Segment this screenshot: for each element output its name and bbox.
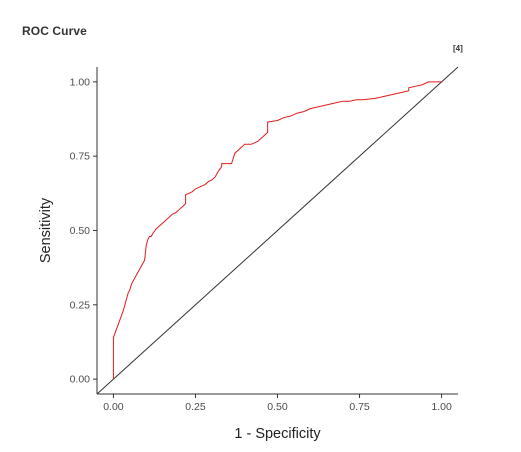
x-axis-title: 1 - Specificity bbox=[234, 426, 321, 442]
plot-marks bbox=[96, 66, 459, 395]
x-tick-label: 0.75 bbox=[349, 401, 370, 413]
y-tick-label: 0.00 bbox=[70, 374, 91, 386]
x-tick-label: 0.25 bbox=[185, 401, 206, 413]
roc-curve-line bbox=[112, 81, 442, 380]
y-tick-label: 0.25 bbox=[70, 299, 91, 311]
reference-marker: [4] bbox=[453, 44, 463, 53]
x-tick-label: 1.00 bbox=[431, 401, 452, 413]
axes bbox=[93, 67, 458, 398]
chart-title: ROC Curve bbox=[22, 24, 87, 38]
x-tick-label: 0.50 bbox=[267, 401, 288, 413]
y-tick-label: 0.50 bbox=[70, 225, 91, 237]
y-axis-title: Sensitivity bbox=[38, 197, 54, 263]
x-tick-label: 0.00 bbox=[103, 401, 124, 413]
tick-labels: 0.00 0.25 0.50 0.75 1.00 0.00 0.25 0.50 0.75 1.00 bbox=[70, 76, 452, 413]
y-tick-label: 1.00 bbox=[70, 76, 91, 88]
reference-diagonal-line bbox=[96, 66, 459, 395]
y-tick-label: 0.75 bbox=[70, 151, 91, 163]
